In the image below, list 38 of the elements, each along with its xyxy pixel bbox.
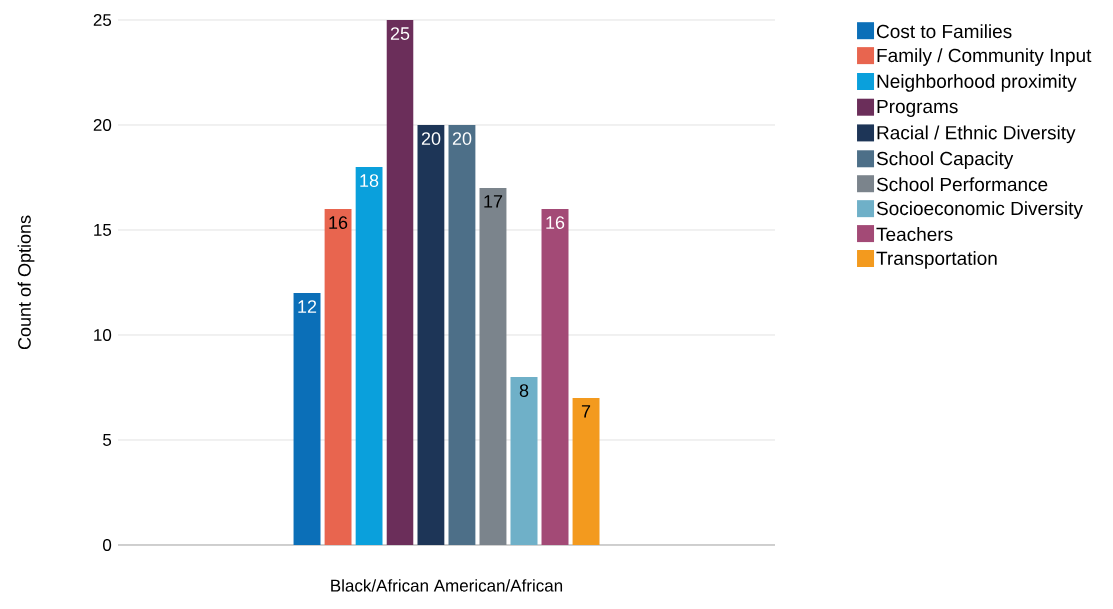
data-label: 16	[329, 216, 348, 229]
bar	[541, 208, 569, 545]
legend-label: Teachers	[876, 227, 953, 242]
y-tick-label: 0	[103, 538, 112, 552]
bar	[479, 187, 507, 545]
bar	[572, 397, 600, 545]
legend-label: Neighborhood proximity	[877, 74, 1077, 92]
y-tick-label: 10	[94, 328, 112, 342]
legend-label: Transportation	[876, 251, 997, 269]
bar	[293, 292, 321, 545]
data-label: 12	[298, 300, 317, 313]
bar	[417, 124, 445, 545]
data-label: 18	[360, 174, 379, 187]
legend-label: Family / Community Input	[877, 48, 1092, 66]
legend-label: Socioeconomic Diversity	[876, 201, 1083, 219]
y-axis-title: Count of Options	[17, 215, 35, 350]
data-label: 20	[452, 132, 472, 145]
data-label: 16	[546, 216, 565, 229]
legend-label: School Performance	[876, 177, 1048, 192]
legend-label: Cost to Families	[876, 24, 1012, 39]
data-label: 25	[390, 27, 410, 40]
bar	[324, 208, 352, 545]
y-tick-label: 5	[103, 434, 112, 446]
y-tick-label: 25	[93, 13, 112, 27]
data-label: 20	[421, 132, 441, 145]
bar	[386, 19, 414, 545]
legend-label: Racial / Ethnic Diversity	[877, 125, 1076, 144]
y-tick-label: 15	[94, 224, 112, 236]
legend-label: Programs	[877, 99, 958, 117]
bar	[355, 166, 383, 545]
y-tick-label: 20	[93, 118, 112, 132]
bar	[448, 124, 476, 545]
data-label: 17	[484, 195, 503, 208]
data-label: 7	[581, 405, 591, 418]
x-tick-label: Black/African American/African	[331, 579, 563, 592]
legend-label: School Capacity	[876, 151, 1014, 170]
bar	[510, 376, 538, 545]
data-label: 8	[519, 384, 529, 397]
